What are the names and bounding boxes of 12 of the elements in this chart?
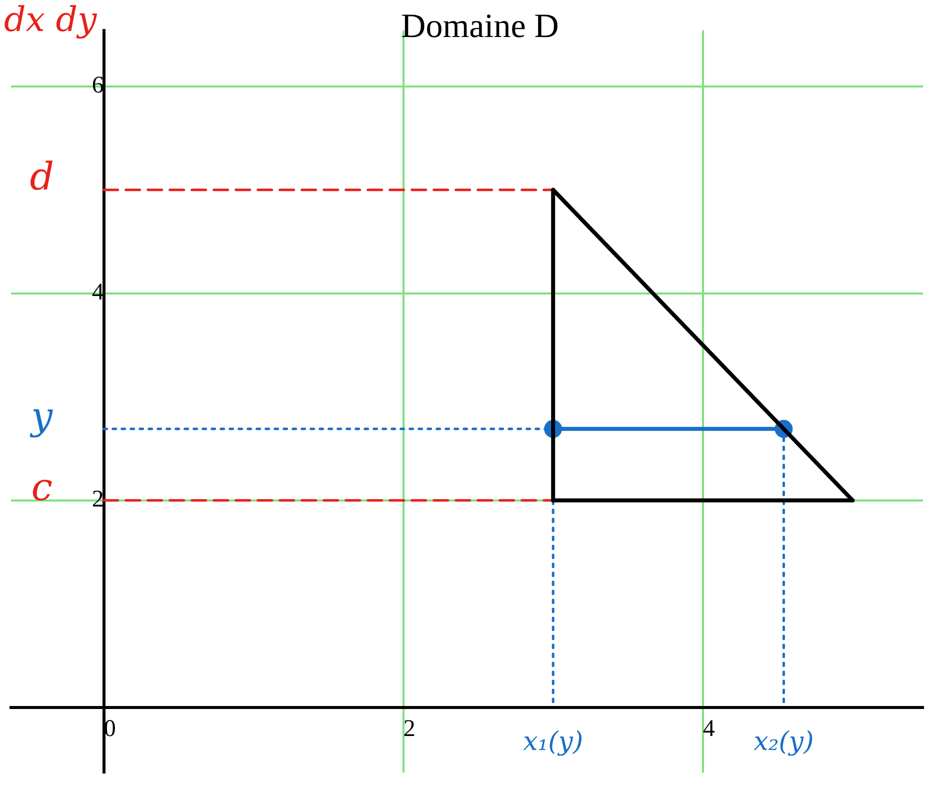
y-tick-label: 4: [92, 280, 104, 306]
x-tick-label: 4: [702, 716, 715, 742]
y-tick-label: 2: [92, 486, 104, 513]
annotation: x₂(y): [754, 727, 814, 758]
annotation: c: [31, 465, 52, 510]
x-tick-label: 2: [403, 716, 416, 742]
annotation: x₁(y): [523, 727, 584, 758]
annotation: y: [29, 394, 54, 438]
y-tick-label: 6: [92, 72, 104, 99]
chart-title: Domaine D: [401, 8, 559, 45]
annotation: dx dy: [4, 0, 98, 40]
annotation: d: [30, 154, 54, 199]
